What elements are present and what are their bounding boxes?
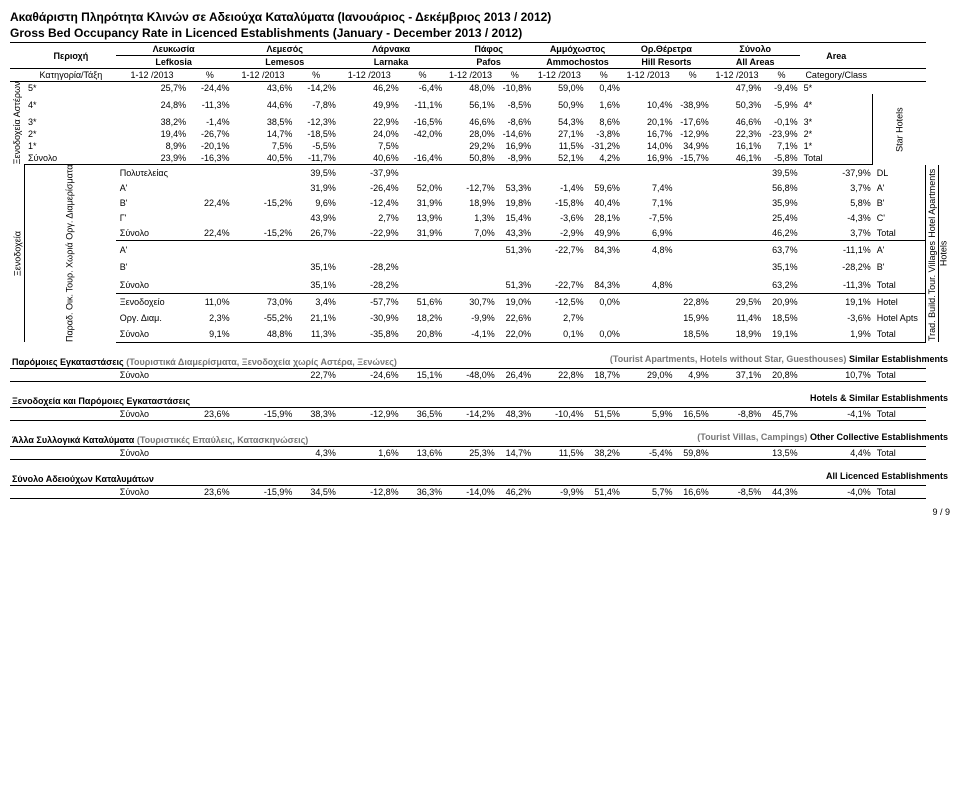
- hse-gr: Ξενοδοχεία και Παρόμοιες Εγκαταστάσεις: [10, 390, 533, 408]
- v-xen: Ξενοδοχεία: [10, 165, 24, 342]
- cat-en: Category/Class: [800, 69, 873, 82]
- area-en: Area: [800, 43, 873, 69]
- oth-gr: Άλλα Συλλογικά Καταλύματα: [12, 435, 134, 445]
- v-diam: Οργ. Διαμερίσματα: [24, 165, 116, 241]
- title-gr: Ακαθάριστη Πληρότητα Κλινών σε Αδειούχα …: [10, 10, 950, 24]
- sim-gr: Παρόμοιες Εγκαταστάσεις: [12, 357, 124, 367]
- all-en: All Licenced Establishments: [533, 468, 950, 486]
- v-apt-r: Hotel Apartments: [926, 165, 938, 241]
- v-star-r: Star Hotels: [873, 94, 926, 165]
- v-vill-r: Tour. Villages: [926, 241, 938, 294]
- main-table: Περιοχή ΛευκωσίαΛεμεσόςΛάρνακα ΠάφοςΑμμό…: [10, 42, 950, 499]
- v-tour: Τουρ. Χωριά: [24, 241, 116, 294]
- all-gr: Σύνολο Αδειούχων Καταλυμάτων: [10, 468, 533, 486]
- region-gr: Περιοχή: [24, 43, 116, 69]
- hse-en: Hotels & Similar Establishments: [533, 390, 950, 408]
- v-parad: Παραδ. Οικ.: [24, 294, 116, 342]
- sim-en: Similar Establishments: [849, 354, 948, 364]
- v-trad-r: Trad. Build.: [926, 294, 938, 342]
- oth-en: Other Collective Establishments: [810, 432, 948, 442]
- cat-gr: Κατηγορία/Τάξη: [24, 69, 116, 82]
- page-number: 9 / 9: [10, 507, 950, 517]
- v-star: Ξενοδοχεία Αστέρων: [10, 82, 24, 165]
- v-hotels-r: Hotels: [938, 165, 950, 342]
- title-en: Gross Bed Occupancy Rate in Licenced Est…: [10, 26, 950, 40]
